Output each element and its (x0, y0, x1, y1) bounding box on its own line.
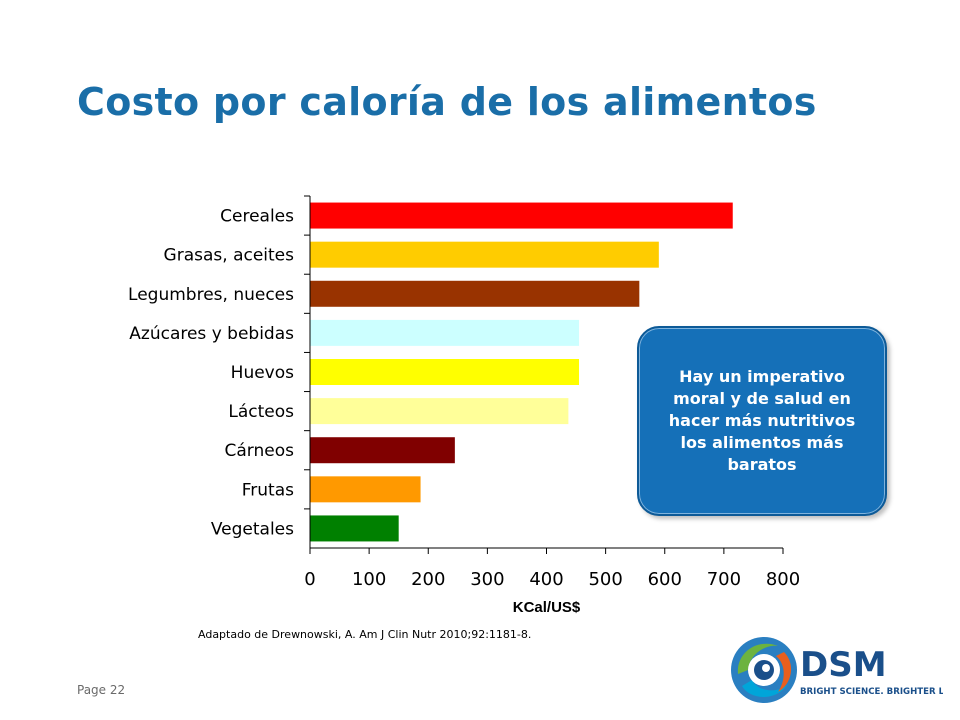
bar-3 (310, 319, 580, 346)
x-tick-label: 400 (529, 569, 563, 590)
bar-4 (310, 359, 580, 385)
x-tick-label: 200 (411, 569, 445, 590)
category-label: Frutas (242, 480, 294, 500)
category-label: Vegetales (211, 519, 294, 539)
category-label: Legumbres, nueces (128, 285, 294, 305)
logo-wordmark: DSM (800, 645, 887, 685)
category-label: Cereales (220, 207, 294, 227)
bar-7 (310, 476, 421, 503)
source-citation: Adaptado de Drewnowski, A. Am J Clin Nut… (198, 628, 532, 641)
x-tick-label: 800 (766, 569, 800, 590)
category-labels: Cereales Grasas, aceites Legumbres, nueces… (128, 207, 294, 540)
bar-6 (310, 437, 455, 464)
bar-0 (310, 202, 733, 229)
x-tick-label: 600 (648, 569, 682, 590)
callout-box: Hay un imperativo moral y de salud en ha… (637, 326, 887, 516)
x-tick-label: 700 (707, 569, 741, 590)
dsm-swirl-icon (731, 637, 797, 703)
category-label: Azúcares y bebidas (129, 324, 294, 344)
x-tick-label: 100 (352, 569, 386, 590)
x-tick-label: 500 (588, 569, 622, 590)
category-label: Grasas, aceites (164, 246, 295, 266)
dsm-logo: DSM BRIGHT SCIENCE. BRIGHTER LIVING. (731, 637, 943, 703)
bar-5 (310, 398, 569, 425)
category-label: Huevos (231, 363, 294, 383)
category-label: Cárneos (225, 441, 295, 461)
bars-group (310, 202, 733, 542)
x-axis-label: KCal/US$ (513, 599, 581, 616)
bar-1 (310, 241, 659, 268)
x-tick-labels: 0 100 200 300 400 500 600 700 800 (304, 569, 800, 590)
x-tick-label: 300 (470, 569, 504, 590)
axes (304, 195, 784, 554)
bar-8 (310, 515, 399, 542)
logo-tagline: BRIGHT SCIENCE. BRIGHTER LIVING. (800, 687, 943, 697)
category-label: Lácteos (228, 402, 294, 422)
page-title: Costo por caloría de los alimentos (77, 80, 817, 124)
x-tick-label: 0 (304, 569, 315, 590)
bar-2 (310, 280, 640, 307)
page-number: Page 22 (77, 683, 126, 697)
